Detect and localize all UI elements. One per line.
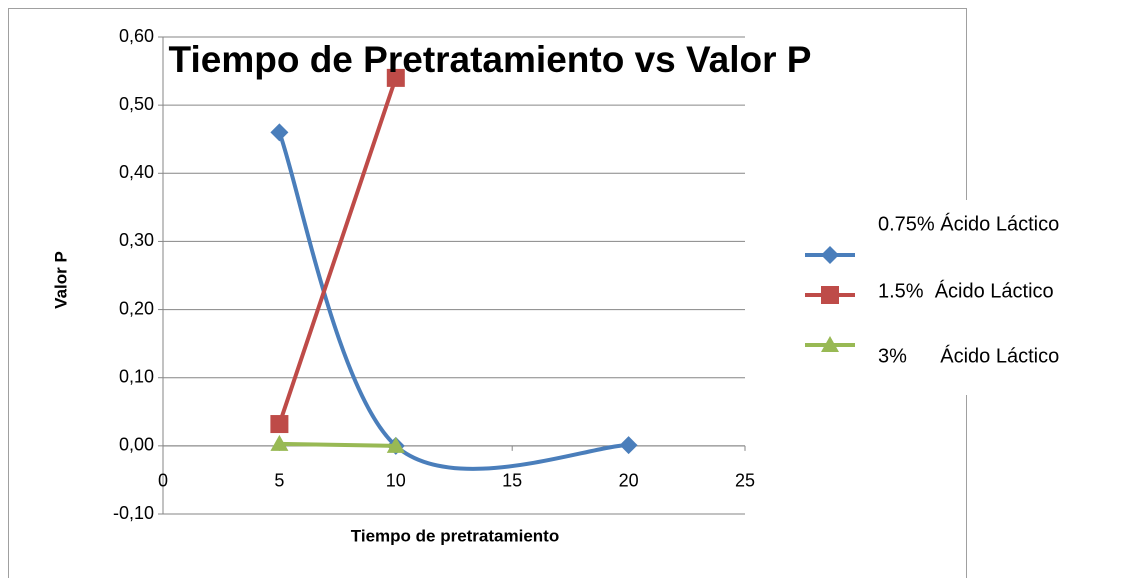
y-tick-label: 0,40 bbox=[119, 162, 154, 182]
legend-marker bbox=[821, 336, 839, 352]
y-tick-label: 0,20 bbox=[119, 298, 154, 318]
legend-marker bbox=[821, 246, 839, 264]
x-tick-label: 25 bbox=[735, 471, 755, 491]
marker bbox=[270, 415, 289, 434]
y-tick-label: 0,30 bbox=[119, 230, 154, 250]
x-tick-label: 20 bbox=[619, 471, 639, 491]
legend-label: 3% Ácido Láctico bbox=[878, 344, 1059, 367]
legend-item: 1.5% Ácido Láctico bbox=[805, 279, 1054, 304]
x-axis-label: Tiempo de pretratamiento bbox=[351, 526, 559, 545]
legend-marker bbox=[821, 286, 839, 304]
y-axis-label: Valor P bbox=[51, 251, 70, 309]
legend-label: 0.75% Ácido Láctico bbox=[878, 212, 1059, 235]
y-tick-label: -0,10 bbox=[113, 503, 154, 523]
marker bbox=[619, 436, 638, 455]
marker bbox=[386, 436, 405, 453]
x-tick-label: 15 bbox=[502, 471, 522, 491]
x-tick-label: 10 bbox=[386, 471, 406, 491]
plot-area: -0,10 0,00 0,10 0,20 0,30 0,40 0,50 0,60 0 5 10 15 2… bbox=[113, 26, 755, 523]
x-tick-label: 5 bbox=[274, 471, 284, 491]
marker bbox=[386, 68, 405, 87]
y-tick-label: 0,00 bbox=[119, 435, 154, 455]
chart-title: Tiempo de Pretratamiento vs Valor P bbox=[169, 39, 812, 80]
y-tick-label: 0,10 bbox=[119, 366, 154, 386]
y-tick-label: 0,60 bbox=[119, 26, 154, 46]
series-line bbox=[279, 441, 396, 448]
series-line bbox=[277, 77, 398, 425]
marker bbox=[270, 123, 289, 142]
y-tick-label: 0,50 bbox=[119, 94, 154, 114]
legend-item: 0.75% Ácido Láctico bbox=[805, 212, 1059, 264]
x-tick-label: 0 bbox=[158, 471, 168, 491]
legend-label: 1.5% Ácido Láctico bbox=[878, 279, 1054, 302]
legend-backdrop bbox=[955, 200, 985, 395]
marker bbox=[270, 434, 289, 451]
legend-item: 3% Ácido Láctico bbox=[805, 336, 1059, 367]
